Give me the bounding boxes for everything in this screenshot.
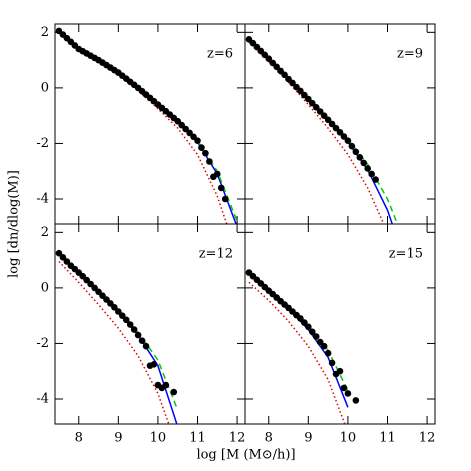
model-curve <box>58 31 228 224</box>
model-curve <box>58 260 170 424</box>
data-point <box>194 137 201 144</box>
data-point <box>206 158 213 165</box>
panel: 8 9 10 11 12 -4 -2 0 2 z=12 <box>36 223 246 446</box>
y-tick-label: 0 <box>41 280 49 295</box>
plot-area <box>245 269 360 424</box>
data-point <box>305 95 312 103</box>
data-point <box>221 195 229 203</box>
data-point <box>352 148 360 156</box>
redshift-label: z=15 <box>389 247 423 262</box>
data-point <box>324 116 332 124</box>
data-point <box>138 337 146 344</box>
data-point <box>281 71 288 79</box>
panel-frame <box>244 223 436 425</box>
data-point <box>360 159 368 167</box>
data-point <box>308 99 316 107</box>
y-axis-label: log [dn/dlog(M)] <box>7 170 22 278</box>
data-point <box>324 349 332 357</box>
data-point <box>301 319 308 326</box>
data-point <box>320 112 328 119</box>
y-tick-label: 2 <box>41 25 49 40</box>
data-point <box>162 381 170 389</box>
redshift-label: z=9 <box>397 47 423 62</box>
data-point <box>320 342 328 350</box>
data-point <box>364 165 372 172</box>
data-point <box>332 124 340 132</box>
data-point <box>198 144 205 151</box>
data-point <box>122 316 130 324</box>
data-point <box>217 184 225 192</box>
data-point <box>344 390 352 397</box>
plot-area <box>245 35 399 224</box>
data-point <box>328 359 336 367</box>
model-curve <box>248 272 349 408</box>
x-tick-label: 9 <box>304 431 312 446</box>
panel: 8 9 10 11 12 z=15 <box>244 223 436 446</box>
data-point <box>308 328 316 336</box>
x-tick-label: 8 <box>265 431 273 446</box>
data-point <box>289 79 296 87</box>
data-point <box>111 304 118 311</box>
data-point <box>59 254 67 261</box>
data-point <box>134 331 142 339</box>
data-point <box>213 170 221 178</box>
data-point <box>265 55 273 63</box>
data-point <box>348 142 356 150</box>
y-tick-label: 0 <box>41 80 49 95</box>
data-point <box>340 384 348 392</box>
redshift-label: z=12 <box>199 247 233 262</box>
data-point <box>312 104 320 111</box>
data-point <box>63 258 71 265</box>
redshift-label: z=6 <box>207 47 233 62</box>
data-point <box>336 367 344 375</box>
x-tick-label: 12 <box>229 431 246 446</box>
data-point <box>142 342 150 350</box>
data-point <box>312 333 320 340</box>
model-curve <box>248 38 394 224</box>
data-point <box>305 323 312 331</box>
data-point <box>130 326 138 333</box>
data-point <box>115 308 122 315</box>
x-tick-label: 11 <box>379 431 396 446</box>
x-tick-label: 8 <box>75 431 83 446</box>
data-point <box>202 149 209 157</box>
y-tick-label: -2 <box>36 136 49 151</box>
x-tick-label: 11 <box>189 431 206 446</box>
data-point <box>356 154 364 161</box>
data-point <box>126 321 134 328</box>
data-point <box>118 312 126 319</box>
data-point <box>150 360 158 368</box>
data-point <box>352 397 360 404</box>
data-point <box>336 129 344 136</box>
panel: -4 -2 0 2 z=6 <box>36 23 246 225</box>
data-point <box>372 176 379 183</box>
data-point <box>273 63 280 71</box>
model-curve <box>248 41 385 224</box>
panel: z=9 <box>244 23 436 225</box>
data-point <box>316 108 324 115</box>
x-axis-label: log [M (M⊙/h)] <box>196 448 295 463</box>
data-point <box>316 338 324 346</box>
y-tick-label: -2 <box>36 336 49 351</box>
data-point <box>55 249 63 257</box>
x-tick-label: 12 <box>419 431 436 446</box>
data-point <box>170 388 178 396</box>
plot-area <box>55 249 179 424</box>
data-point <box>328 120 336 128</box>
x-tick-label: 9 <box>114 431 122 446</box>
y-tick-label: 2 <box>41 225 49 240</box>
plot-area <box>55 27 238 224</box>
data-point <box>297 315 304 322</box>
data-point <box>344 137 352 144</box>
y-tick-label: -4 <box>36 392 49 407</box>
model-curve <box>248 281 346 424</box>
x-tick-label: 10 <box>150 431 167 446</box>
data-point <box>340 133 348 140</box>
x-tick-label: 10 <box>340 431 357 446</box>
data-point <box>368 170 375 178</box>
y-tick-label: -4 <box>36 192 49 207</box>
data-point <box>297 87 304 95</box>
model-curve <box>248 38 399 224</box>
